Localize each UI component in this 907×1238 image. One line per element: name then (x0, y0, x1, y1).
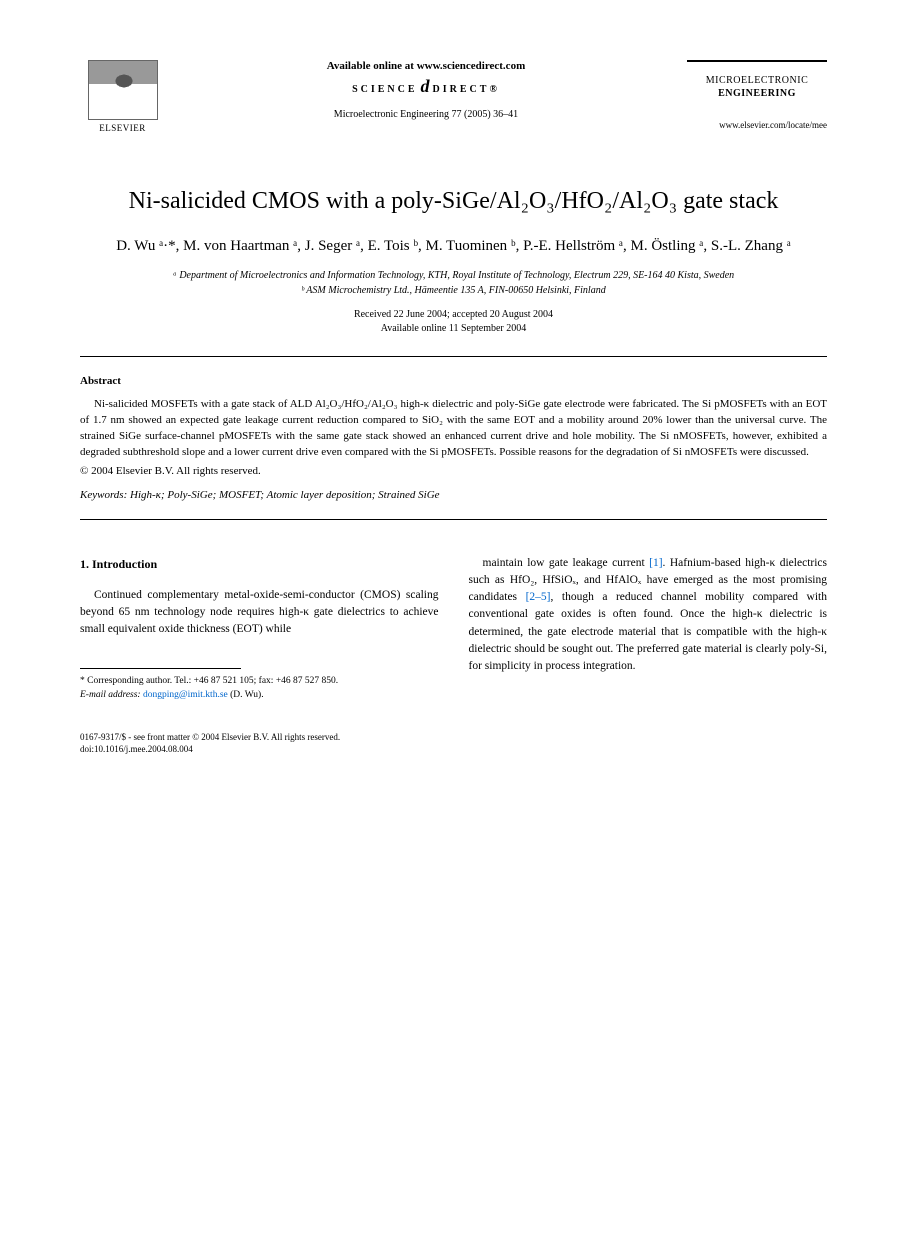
separator-bottom (80, 519, 827, 520)
publication-dates: Received 22 June 2004; accepted 20 Augus… (80, 308, 827, 336)
journal-url: www.elsevier.com/locate/mee (687, 120, 827, 130)
email-line: E-mail address: dongping@imit.kth.se (D.… (80, 689, 439, 702)
left-column: 1. Introduction Continued complementary … (80, 555, 439, 702)
citation-ref-1[interactable]: [1] (649, 557, 662, 569)
sd-prefix: SCIENCE (352, 84, 417, 95)
affiliation-a: ᵃ Department of Microelectronics and Inf… (80, 268, 827, 283)
affiliations: ᵃ Department of Microelectronics and Inf… (80, 268, 827, 298)
online-date: Available online 11 September 2004 (80, 322, 827, 336)
author-list: D. Wu ᵃ·*, M. von Haartman ᵃ, J. Seger ᵃ… (80, 235, 827, 258)
paper-title: Ni-salicided CMOS with a poly-SiGe/Al₂O₃… (80, 185, 827, 217)
elsevier-tree-icon (88, 60, 158, 120)
received-date: Received 22 June 2004; accepted 20 Augus… (80, 308, 827, 322)
footer-doi: doi:10.1016/j.mee.2004.08.004 (80, 744, 827, 756)
sciencedirect-logo: SCIENCE dDIRECT® (185, 76, 667, 97)
abstract-label: Abstract (80, 375, 827, 387)
page-header: ELSEVIER Available online at www.science… (80, 60, 827, 145)
body-columns: 1. Introduction Continued complementary … (80, 555, 827, 702)
footnote-separator (80, 668, 241, 669)
right-text-a: maintain low gate leakage current (483, 557, 650, 569)
keywords-label: Keywords: (80, 489, 127, 501)
journal-name-line2: ENGINEERING (718, 88, 796, 99)
elsevier-label: ELSEVIER (99, 123, 146, 133)
header-center: Available online at www.sciencedirect.co… (165, 60, 687, 120)
sd-at-icon: d (421, 76, 430, 96)
intro-para-left: Continued complementary metal-oxide-semi… (80, 587, 439, 639)
keywords-list: High-κ; Poly-SiGe; MOSFET; Atomic layer … (130, 489, 440, 501)
abstract-copyright: © 2004 Elsevier B.V. All rights reserved… (80, 465, 827, 477)
corr-author-text: * Corresponding author. Tel.: +46 87 521… (80, 675, 439, 688)
affiliation-b: ᵇ ASM Microchemistry Ltd., Hämeentie 135… (80, 283, 827, 298)
journal-box: MICROELECTRONIC ENGINEERING www.elsevier… (687, 60, 827, 130)
elsevier-logo: ELSEVIER (80, 60, 165, 145)
journal-rule (687, 60, 827, 62)
footer-copyright: 0167-9317/$ - see front matter © 2004 El… (80, 732, 827, 744)
section-1-heading: 1. Introduction (80, 555, 439, 573)
journal-name: MICROELECTRONIC ENGINEERING (687, 74, 827, 100)
page-footer: 0167-9317/$ - see front matter © 2004 El… (80, 732, 827, 755)
separator-top (80, 356, 827, 357)
title-block: Ni-salicided CMOS with a poly-SiGe/Al₂O₃… (80, 185, 827, 336)
right-column: maintain low gate leakage current [1]. H… (469, 555, 828, 702)
abstract-body: Ni-salicided MOSFETs with a gate stack o… (80, 397, 827, 461)
sd-suffix: DIRECT® (433, 84, 500, 95)
corresponding-author-footnote: * Corresponding author. Tel.: +46 87 521… (80, 675, 439, 702)
intro-para-right: maintain low gate leakage current [1]. H… (469, 555, 828, 676)
author-email-link[interactable]: dongping@imit.kth.se (143, 690, 228, 700)
journal-citation: Microelectronic Engineering 77 (2005) 36… (185, 109, 667, 120)
keywords-line: Keywords: High-κ; Poly-SiGe; MOSFET; Ato… (80, 489, 827, 501)
right-text-c: , though a reduced channel mobility comp… (469, 591, 828, 672)
available-online-text: Available online at www.sciencedirect.co… (185, 60, 667, 72)
citation-ref-2-5[interactable]: [2–5] (526, 591, 551, 603)
journal-name-line1: MICROELECTRONIC (706, 75, 809, 86)
email-label: E-mail address: (80, 690, 141, 700)
email-suffix: (D. Wu). (230, 690, 263, 700)
